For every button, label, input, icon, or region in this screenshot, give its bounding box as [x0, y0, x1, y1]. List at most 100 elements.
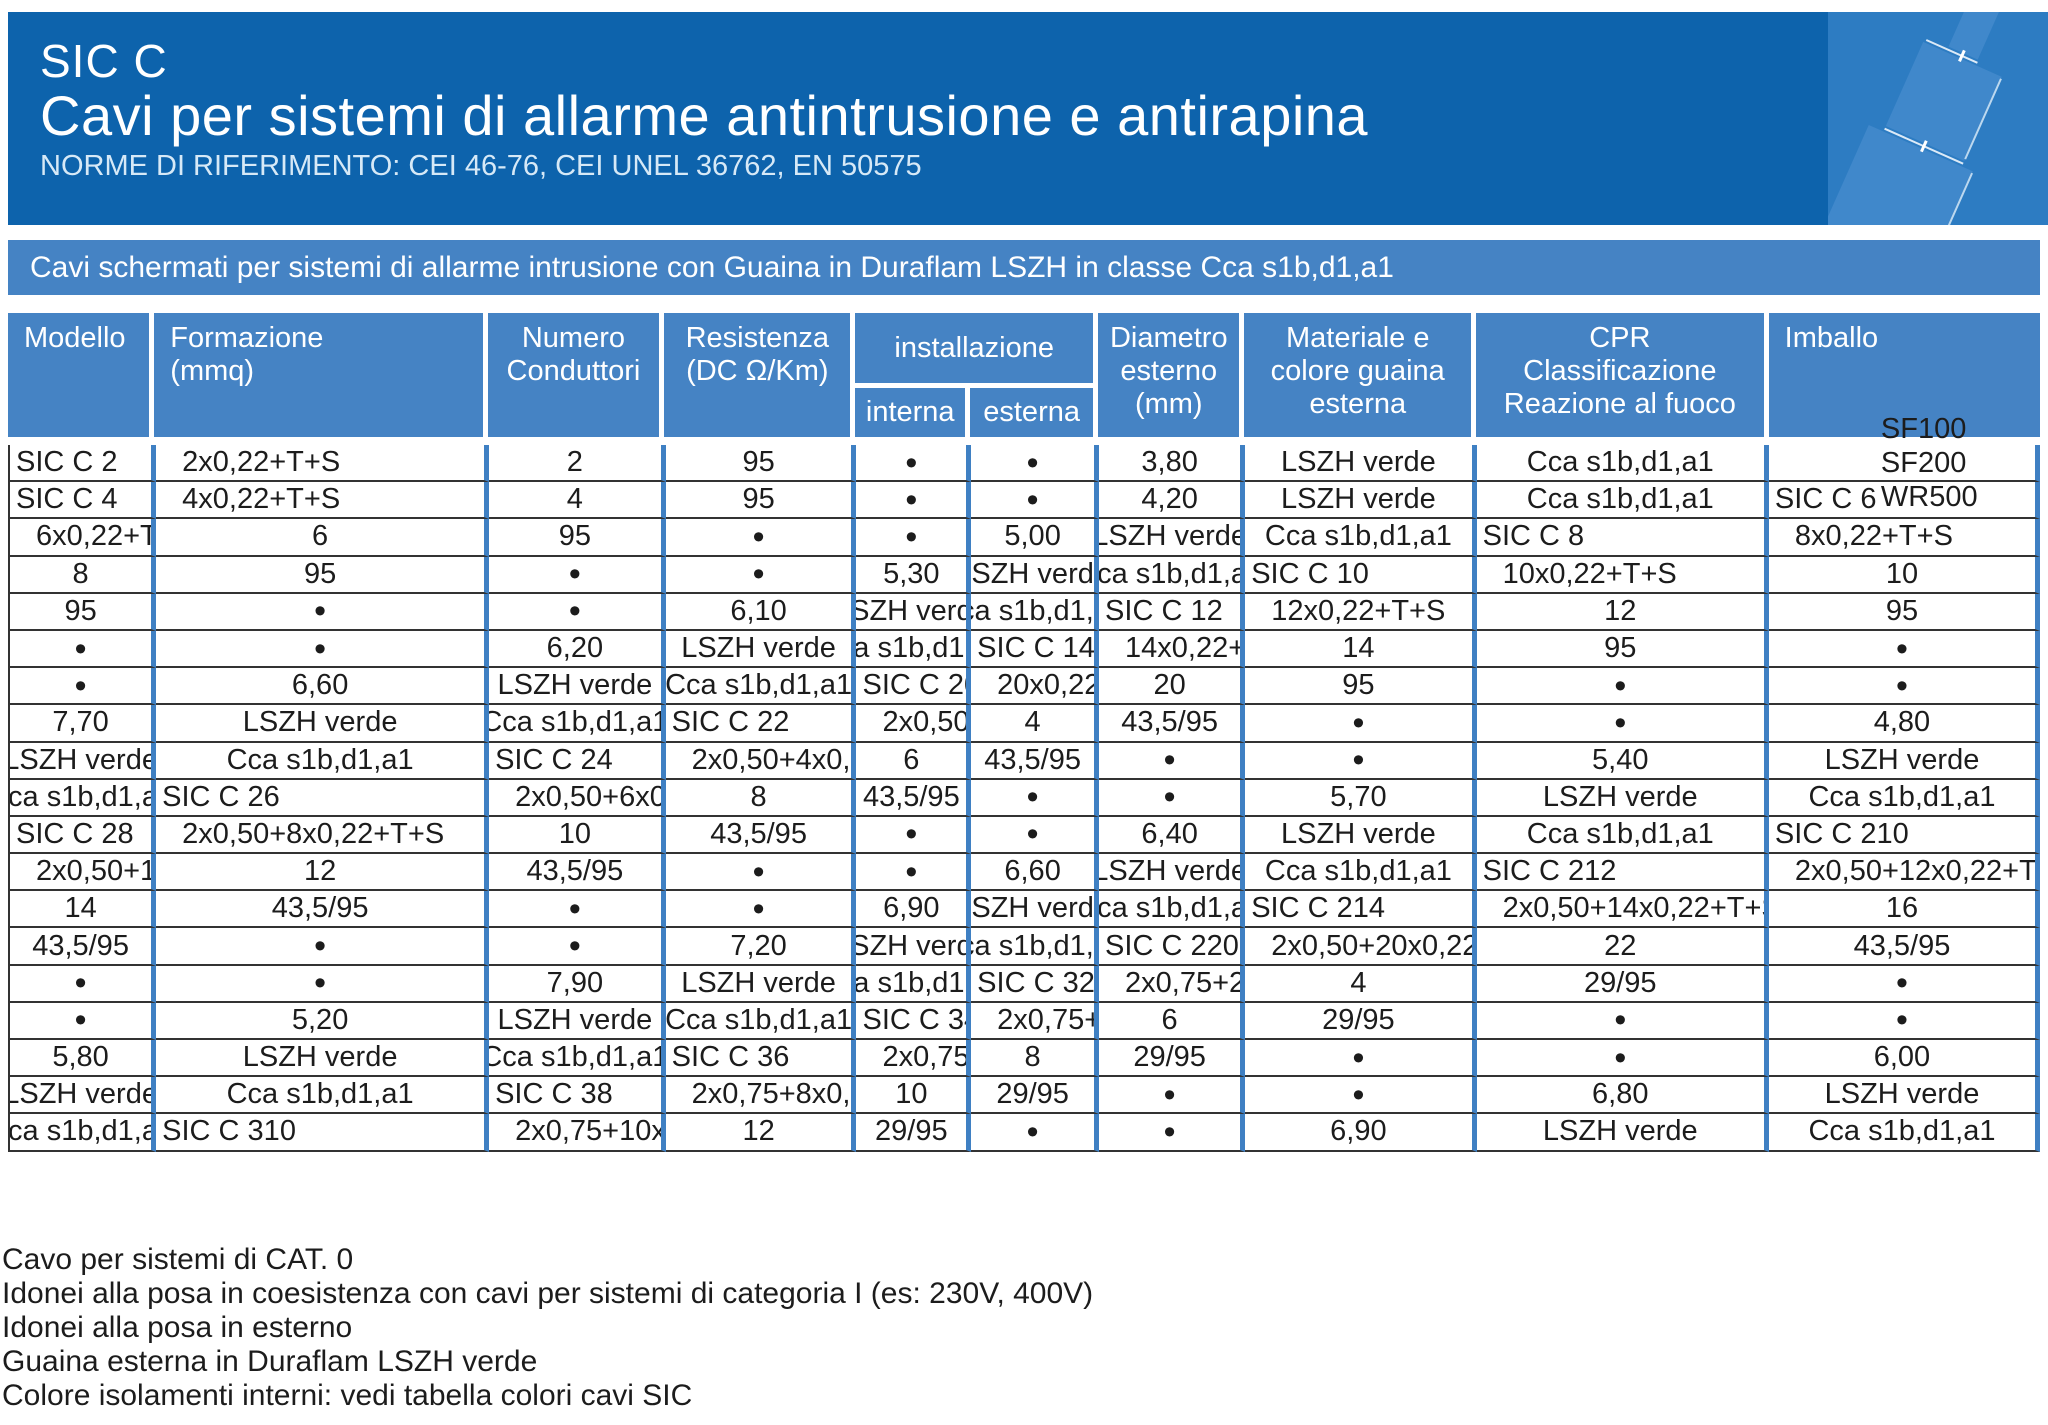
table-body: SIC C 2 2x0,22+T+S 2 95 • • 3,80 LSZH verde Cca …	[8, 413, 2040, 1152]
imballo-value: WR500	[1880, 480, 1978, 513]
cell-cpr: Cca s1b,d1,a1	[1476, 816, 1769, 855]
cell-installazione-interna: •	[856, 482, 972, 520]
cell-formazione: 10x0,22+T+S	[1476, 556, 1769, 594]
cell-installazione-interna: •	[1099, 1077, 1246, 1115]
cell-diametro: 5,70	[1245, 779, 1477, 817]
cell-diametro: 5,30	[856, 556, 972, 594]
cell-cpr: Cca s1b,d1,a1	[665, 668, 857, 706]
footnote-line: Guaina esterna in Duraflam LSZH verde	[2, 1345, 538, 1378]
cell-formazione: 2x0,50+14x0,22+T+S	[1476, 891, 1769, 929]
cell-materiale: LSZH verde	[156, 705, 490, 743]
cell-modello: SIC C 8	[1476, 519, 1769, 557]
cell-installazione-esterna: •	[489, 928, 666, 966]
cell-formazione: 6x0,22+T+S	[10, 519, 157, 557]
cell-diametro: 5,40	[1476, 742, 1769, 780]
cell-installazione-esterna: •	[665, 891, 857, 929]
cell-installazione-esterna: •	[971, 482, 1100, 520]
cell-installazione-esterna: •	[665, 556, 857, 594]
cell-formazione: 4x0,22+T+S	[156, 482, 490, 520]
cell-installazione-interna: •	[665, 854, 857, 892]
imballo-value: SF100	[1880, 412, 1967, 445]
cell-installazione-esterna: •	[10, 668, 157, 706]
cell-installazione-interna: •	[156, 928, 490, 966]
cell-installazione-interna: •	[1245, 705, 1477, 743]
cell-diametro: 6,20	[489, 630, 666, 669]
cell-modello: SIC C 34	[856, 1002, 972, 1040]
cell-materiale: LSZH verde	[1245, 482, 1477, 520]
cell-conduttori: 14	[1245, 630, 1477, 669]
cell-conduttori: 10	[489, 816, 666, 855]
cell-conduttori: 4	[1245, 965, 1477, 1003]
cell-conduttori: 12	[156, 854, 490, 892]
cell-formazione: 2x0,75+6x0,22+T+S	[856, 1040, 972, 1078]
cell-installazione-interna: •	[971, 1114, 1100, 1152]
cell-resistenza: 29/95	[1099, 1040, 1246, 1078]
cell-resistenza: 29/95	[1245, 1002, 1477, 1040]
cell-installazione-esterna: •	[856, 854, 972, 892]
cell-installazione-esterna: •	[156, 630, 490, 669]
cell-resistenza: 43,5/95	[1768, 928, 2040, 966]
footnote-line: Cavo per sistemi di CAT. 0	[2, 1243, 354, 1276]
cell-installazione-interna: •	[489, 556, 666, 594]
cell-materiale: LSZH verde	[489, 668, 666, 706]
cable-illustration	[1828, 12, 2048, 225]
cell-materiale: LSZH verde	[1476, 779, 1769, 817]
cell-modello: SIC C 10	[1245, 556, 1477, 594]
cell-resistenza: 95	[10, 593, 157, 631]
cell-installazione-interna: •	[1768, 630, 2040, 669]
cell-materiale: LSZH verde	[1768, 742, 2040, 780]
cell-conduttori: 10	[856, 1077, 972, 1115]
cell-formazione: 2x0,50+10x0,22+T+S	[10, 854, 157, 892]
cell-modello: SIC C 212	[1476, 854, 1769, 892]
cell-diametro: 6,60	[971, 854, 1100, 892]
cable-icon	[1828, 12, 2048, 225]
cell-imballo-merged: SF100 SF200 WR500	[1768, 413, 2040, 513]
cell-conduttori: 16	[1768, 891, 2040, 929]
cell-diametro: 4,20	[1099, 482, 1246, 520]
cell-installazione-esterna: •	[971, 445, 1100, 483]
cell-cpr: Cca s1b,d1,a1	[489, 1040, 666, 1078]
cell-installazione-esterna: •	[1768, 668, 2040, 706]
cell-conduttori: 4	[489, 482, 666, 520]
footnote-line: Idonei alla posa in esterno	[2, 1311, 353, 1344]
cell-diametro: 6,80	[1476, 1077, 1769, 1115]
col-header-cpr: CPR Classificazione Reazione al fuoco	[1476, 313, 1764, 437]
table-header: Modello Formazione (mmq) Numero Condutto…	[8, 313, 2040, 437]
col-header-interna: interna	[855, 388, 966, 437]
cell-cpr: Cca s1b,d1,a1	[1476, 445, 1769, 483]
masthead-text-block: SIC C Cavi per sistemi di allarme antint…	[8, 12, 1828, 225]
cell-resistenza: 29/95	[971, 1077, 1100, 1115]
cell-cpr: Cca s1b,d1,a1	[971, 928, 1100, 966]
cell-installazione-interna: •	[1768, 965, 2040, 1003]
cell-formazione: 2x0,50+4x0,22+T+S	[665, 742, 857, 780]
cell-resistenza: 29/95	[1476, 965, 1769, 1003]
cell-materiale: LSZH verde	[1245, 816, 1477, 855]
cell-conduttori: 8	[971, 1040, 1100, 1078]
cell-resistenza: 43,5/95	[10, 928, 157, 966]
cell-diametro: 7,20	[665, 928, 857, 966]
cell-installazione-interna: •	[489, 891, 666, 929]
cell-formazione: 14x0,22+T+S	[1099, 630, 1246, 669]
cell-conduttori: 10	[1768, 556, 2040, 594]
cell-cpr: Cca s1b,d1,a1	[856, 630, 972, 669]
cell-modello: SIC C 210	[1768, 816, 2040, 855]
cell-conduttori: 14	[10, 891, 157, 929]
cell-installazione-esterna: •	[1476, 1040, 1769, 1078]
cell-formazione: 2x0,50+2x0,22+T+S	[856, 705, 972, 743]
cell-modello: SIC C 24	[489, 742, 666, 780]
cell-cpr: Cca s1b,d1,a1	[856, 965, 972, 1003]
cell-modello: SIC C 22	[665, 705, 857, 743]
cell-resistenza: 95	[156, 556, 490, 594]
cell-modello: SIC C 2	[10, 445, 157, 483]
cell-installazione-interna: •	[856, 445, 972, 483]
cell-resistenza: 43,5/95	[156, 891, 490, 929]
cell-conduttori: 12	[1476, 593, 1769, 631]
cell-modello: SIC C 20	[856, 668, 972, 706]
cell-conduttori: 2	[489, 445, 666, 483]
cell-conduttori: 6	[856, 742, 972, 780]
cell-cpr: Cca s1b,d1,a1	[156, 1077, 490, 1115]
cell-cpr: Cca s1b,d1,a1	[156, 742, 490, 780]
cell-installazione-interna: •	[156, 593, 490, 631]
cell-materiale: LSZH verde	[1099, 854, 1246, 892]
cell-conduttori: 6	[156, 519, 490, 557]
